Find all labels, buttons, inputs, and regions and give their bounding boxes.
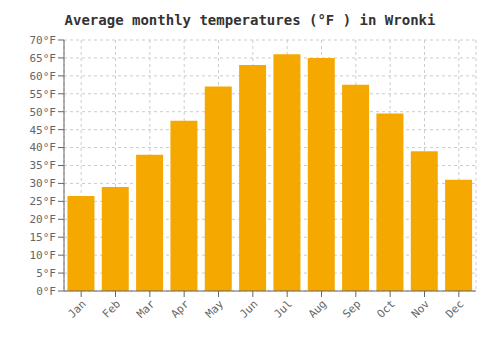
svg-text:Sep: Sep [340, 297, 363, 320]
svg-text:Mar: Mar [134, 297, 158, 321]
svg-text:25°F: 25°F [30, 195, 57, 208]
svg-text:Jan: Jan [66, 297, 89, 320]
svg-text:35°F: 35°F [30, 159, 57, 172]
svg-text:Jul: Jul [272, 297, 295, 320]
svg-text:20°F: 20°F [30, 213, 57, 226]
svg-text:40°F: 40°F [30, 141, 57, 154]
svg-text:5°F: 5°F [36, 267, 56, 280]
svg-text:Dec: Dec [443, 297, 466, 320]
svg-text:Apr: Apr [169, 297, 193, 321]
svg-text:Nov: Nov [409, 297, 433, 321]
svg-text:15°F: 15°F [30, 231, 57, 244]
svg-text:30°F: 30°F [30, 177, 57, 190]
svg-text:55°F: 55°F [30, 88, 57, 101]
svg-text:70°F: 70°F [30, 34, 57, 47]
svg-text:65°F: 65°F [30, 52, 57, 65]
html-text:Average monthly temperatures (: Average monthly temperatures (°F ) in Wr… [64, 12, 436, 28]
svg-text:45°F: 45°F [30, 124, 57, 137]
svg-text:60°F: 60°F [30, 70, 57, 83]
svg-text:Feb: Feb [100, 297, 123, 320]
svg-text:10°F: 10°F [30, 249, 57, 262]
svg-text:0°F: 0°F [36, 285, 56, 298]
svg-text:Jun: Jun [237, 297, 260, 320]
svg-text:50°F: 50°F [30, 106, 57, 119]
svg-text:Aug: Aug [306, 297, 329, 320]
svg-text:Oct: Oct [375, 297, 398, 320]
svg-text:May: May [203, 297, 227, 321]
